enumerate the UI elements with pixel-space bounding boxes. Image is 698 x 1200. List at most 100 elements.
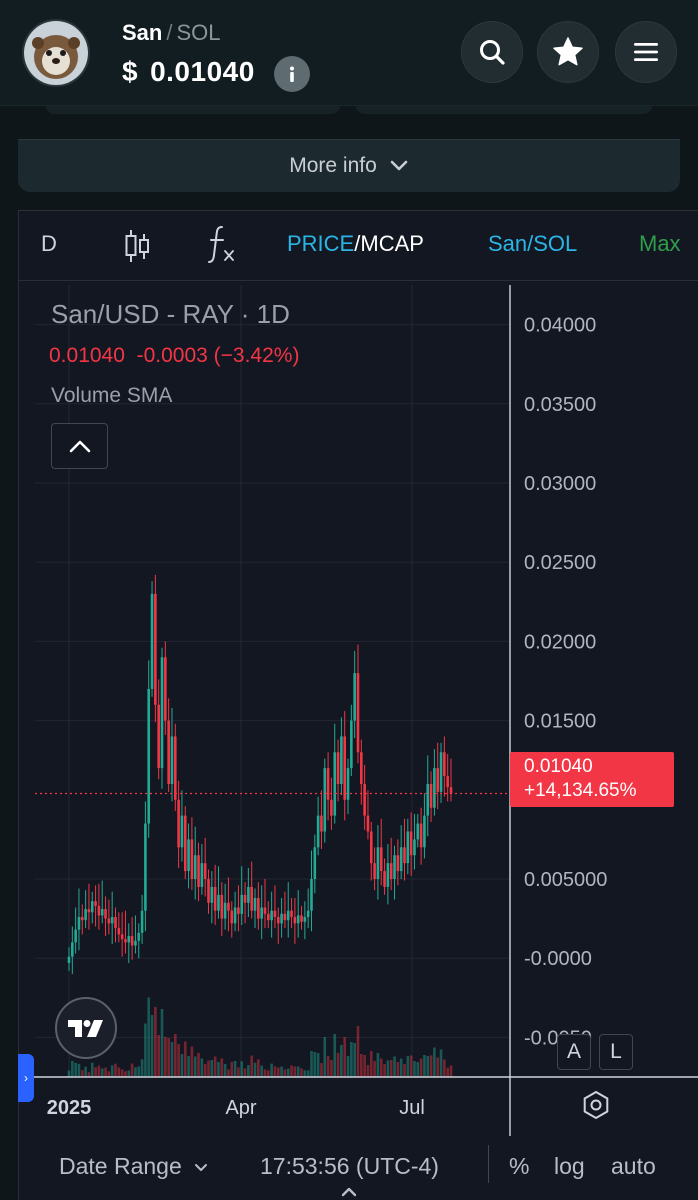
- price-chart[interactable]: 0.04000 0.03500 0.03000 0.02500 0.02000 0.015…: [19, 281, 698, 1136]
- candle-body: [243, 894, 247, 903]
- volume-bar: [283, 1069, 287, 1077]
- volume-bar: [200, 1058, 204, 1077]
- function-icon: [208, 226, 234, 263]
- log-scale-button[interactable]: L: [599, 1034, 633, 1070]
- candle-body: [280, 913, 283, 924]
- volume-bar: [144, 1023, 147, 1077]
- candle-body: [406, 831, 410, 864]
- volume-bar: [253, 1062, 257, 1077]
- legend-collapse-button[interactable]: [51, 423, 108, 469]
- chart-type-button[interactable]: [123, 229, 151, 269]
- candle-body: [220, 894, 224, 919]
- interval-button[interactable]: D: [41, 231, 57, 256]
- indicators-button[interactable]: [207, 225, 237, 271]
- volume-bar: [170, 1042, 174, 1077]
- candle-body: [124, 939, 127, 943]
- volume-bar: [94, 1067, 97, 1077]
- watchlist-button[interactable]: [537, 21, 599, 83]
- volume-bar: [336, 1053, 340, 1077]
- y-axis-tick-label: 0.02000: [524, 631, 596, 653]
- y-axis-tick-label: 0.03500: [524, 394, 596, 416]
- drawing-toolbar-toggle[interactable]: ›: [18, 1054, 34, 1102]
- candle-body: [336, 752, 340, 784]
- base-symbol: San: [122, 20, 163, 45]
- chart-widget: D PRICE/MCAP San/SOL Max 0.: [18, 210, 698, 1200]
- candlestick-series: [67, 574, 453, 975]
- date-range-button[interactable]: Date Range: [59, 1153, 208, 1180]
- candle-body: [330, 799, 333, 816]
- x-axis-tick-label: 2025: [47, 1097, 92, 1119]
- volume-bar: [326, 1056, 330, 1077]
- candle-body: [356, 673, 360, 753]
- candle-body: [386, 863, 390, 887]
- candle-body: [180, 815, 184, 848]
- volume-bar: [227, 1069, 230, 1077]
- search-button[interactable]: [461, 21, 523, 83]
- volume-bar: [406, 1056, 410, 1077]
- volume-bar: [316, 1053, 320, 1077]
- volume-bar: [403, 1064, 406, 1077]
- pair-separator: /: [166, 20, 173, 45]
- candle-body: [443, 752, 446, 777]
- log-button[interactable]: log: [554, 1153, 585, 1179]
- candle-body: [94, 901, 97, 906]
- volume-bar: [210, 1060, 214, 1077]
- volume-bar: [353, 1043, 356, 1077]
- tradingview-logo[interactable]: [55, 997, 117, 1059]
- info-button[interactable]: [274, 56, 310, 92]
- candle-body: [200, 863, 204, 887]
- volume-bar: [293, 1066, 297, 1077]
- settings-hexagon-icon-center: [590, 1099, 602, 1111]
- volume-bar: [107, 1071, 111, 1077]
- candle-body: [423, 815, 426, 848]
- candle-body: [283, 913, 287, 921]
- candle-body: [399, 847, 403, 872]
- volume-bar: [87, 1072, 91, 1077]
- volume-bar: [290, 1065, 293, 1077]
- clock-timezone[interactable]: 17:53:56 (UTC-4): [260, 1153, 439, 1179]
- chart-toolbar: D PRICE/MCAP San/SOL Max: [19, 211, 698, 281]
- volume-bar: [117, 1067, 121, 1077]
- volume-indicator-label[interactable]: Volume SMA: [51, 384, 173, 407]
- candle-body: [379, 847, 383, 872]
- volume-bar: [270, 1063, 273, 1077]
- token-avatar[interactable]: [22, 19, 90, 87]
- candle-body: [376, 847, 380, 879]
- volume-bar: [330, 1060, 333, 1077]
- candle-body: [413, 839, 416, 856]
- pair-toggle[interactable]: San/SOL: [488, 231, 578, 256]
- volume-bar: [84, 1066, 87, 1077]
- candle-body: [353, 673, 356, 721]
- max-range-button[interactable]: Max: [639, 231, 681, 256]
- volume-bar: [157, 1035, 160, 1077]
- candlestick-icon: [125, 230, 149, 262]
- volume-bar: [276, 1067, 280, 1077]
- candle-body: [154, 593, 157, 705]
- expand-up-icon[interactable]: [339, 1185, 359, 1199]
- percent-scale-button[interactable]: %: [509, 1153, 530, 1179]
- candle-body: [446, 776, 449, 788]
- candle-body: [107, 918, 111, 924]
- candle-body: [240, 894, 244, 914]
- volume-bar: [140, 1059, 144, 1077]
- candle-body: [193, 855, 197, 879]
- chevron-down-icon: [195, 1163, 208, 1171]
- volume-bar: [399, 1058, 403, 1077]
- volume-bar: [257, 1059, 260, 1077]
- volume-bars: [67, 997, 453, 1077]
- more-info-button[interactable]: More info: [18, 139, 680, 192]
- volume-bar: [429, 1055, 433, 1077]
- volume-bar: [183, 1041, 187, 1077]
- volume-bar: [286, 1068, 290, 1077]
- candle-body: [383, 871, 386, 887]
- price-mcap-toggle[interactable]: PRICE/MCAP: [287, 231, 424, 257]
- menu-button[interactable]: [615, 21, 677, 83]
- candle-body: [310, 879, 313, 911]
- auto-scale-button[interactable]: A: [557, 1034, 591, 1070]
- volume-bar: [100, 1068, 104, 1077]
- volume-bar: [173, 1034, 177, 1077]
- volume-bar: [207, 1060, 210, 1077]
- candle-body: [426, 783, 430, 816]
- volume-bar: [343, 1037, 347, 1077]
- auto-button[interactable]: auto: [611, 1153, 656, 1179]
